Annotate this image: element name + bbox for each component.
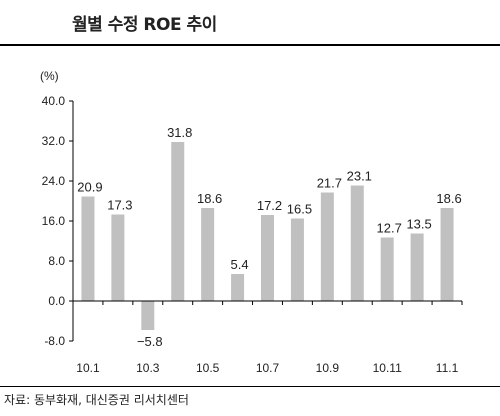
y-axis: 40.0 32.0 24.0 16.0 8.0 0.0 -8.0	[42, 94, 74, 348]
data-label: −5.8	[137, 334, 163, 349]
x-tick-label: 10.1	[76, 361, 100, 375]
bar	[171, 142, 185, 301]
bar	[111, 214, 125, 301]
data-label: 17.2	[257, 198, 282, 213]
data-label: 23.1	[347, 169, 372, 184]
data-label: 18.6	[436, 191, 461, 206]
bar	[201, 208, 215, 301]
data-label: 18.6	[197, 191, 222, 206]
data-label: 31.8	[167, 125, 192, 140]
bar	[410, 233, 424, 301]
data-label: 20.9	[77, 180, 102, 195]
bars: 20.9 17.3 −5.8 31.8 18.6 5.4 17.2 16.5 21.7 23.1 1…	[77, 125, 461, 349]
bar-chart: (%) 40.0 32.0 24.0 16.0 8.0 0.0 -8.0 20.9 17.3 −…	[40, 69, 463, 375]
x-tick-label: 10.7	[256, 361, 280, 375]
y-axis-unit: (%)	[40, 69, 59, 83]
data-label: 17.3	[107, 198, 132, 213]
bar	[231, 274, 245, 301]
bar	[380, 237, 394, 301]
y-tick-label: 32.0	[42, 134, 66, 148]
y-tick-label: 0.0	[48, 294, 65, 308]
title-rule	[0, 44, 500, 46]
data-label: 16.5	[287, 202, 312, 217]
y-tick-label: -8.0	[44, 334, 65, 348]
bar	[81, 196, 95, 301]
bar	[440, 208, 454, 301]
y-tick-label: 16.0	[42, 214, 66, 228]
x-tick-label: 10.11	[373, 361, 402, 375]
data-label: 5.4	[231, 257, 249, 272]
data-label: 21.7	[317, 176, 342, 191]
x-tick-label: 11.1	[436, 361, 459, 375]
bar	[350, 185, 364, 301]
data-label: 12.7	[377, 221, 402, 236]
x-tick-label: 10.9	[316, 361, 340, 375]
x-axis: 10.1 10.3 10.5 10.7 10.9 10.11 11.1	[72, 300, 463, 375]
y-tick-label: 8.0	[48, 254, 65, 268]
bar	[290, 218, 304, 301]
data-label: 13.5	[406, 217, 431, 232]
y-tick-label: 40.0	[42, 94, 66, 108]
bar	[261, 215, 274, 301]
y-tick-label: 24.0	[42, 174, 66, 188]
x-tick-label: 10.3	[136, 361, 160, 375]
x-tick-label: 10.5	[196, 361, 220, 375]
bar	[320, 192, 334, 301]
source-rule	[0, 386, 500, 387]
bar	[141, 301, 155, 330]
chart-title: 월별 수정 ROE 추이	[72, 15, 217, 35]
source-note: 자료: 동부화재, 대신증권 리서치센터	[4, 393, 189, 407]
